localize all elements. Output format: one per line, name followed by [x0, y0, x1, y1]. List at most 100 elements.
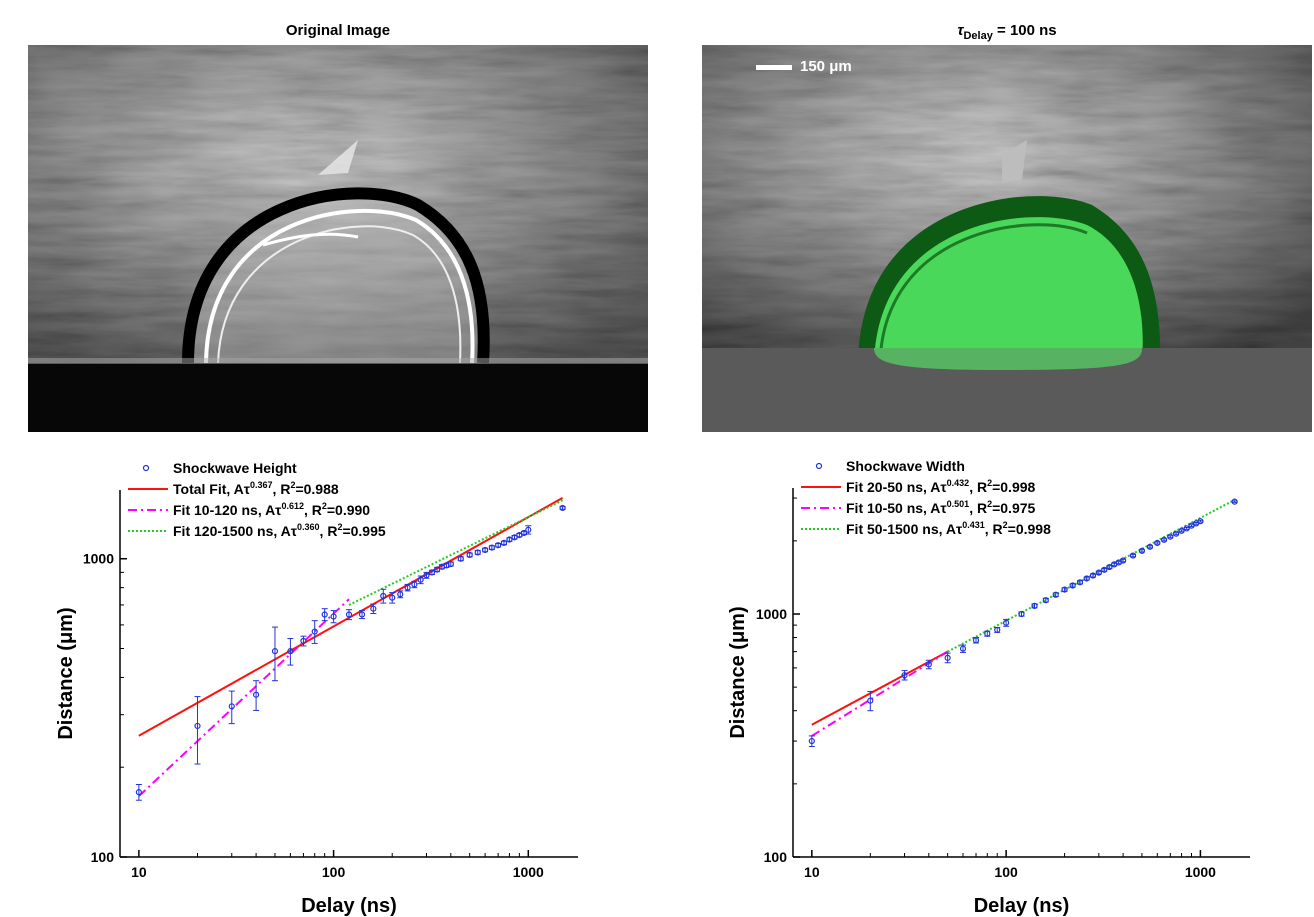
width-legend-r2-sup: 2 — [987, 478, 992, 488]
width-data-point — [1052, 591, 1059, 598]
scale-bar-line — [756, 64, 792, 70]
height-data-point — [358, 611, 366, 618]
width-data-point — [901, 672, 908, 679]
width-legend-text: Fit 50-1500 ns, Aτ — [846, 521, 963, 537]
height-x-axis-label: Delay (ns) — [301, 895, 397, 917]
height-data-point — [370, 605, 377, 612]
height-legend-r2-sup: 2 — [290, 480, 295, 490]
width-data-point — [808, 737, 815, 745]
height-data-point — [311, 628, 318, 635]
height-y-tick-label: 1000 — [83, 551, 114, 567]
height-legend-text: Total Fit, Aτ — [173, 481, 251, 497]
tau-subscript: Delay — [963, 30, 993, 42]
width-data-point — [1106, 563, 1113, 571]
height-data-point — [423, 572, 430, 579]
segmented-micrograph — [702, 45, 1312, 432]
width-data-point — [1178, 527, 1185, 534]
height-data-point — [495, 542, 502, 549]
width-data-point — [1183, 525, 1190, 532]
height-legend-label: Shockwave Height — [173, 460, 297, 476]
left-image-title: Original Image — [285, 22, 391, 39]
height-chart: 10 100 1000 100 1000 Delay (ns) Distance (μm) S… — [55, 460, 578, 917]
height-legend-text: Fit 10-120 ns, Aτ — [173, 502, 282, 518]
width-legend-r2: =0.998 — [992, 479, 1035, 495]
height-data-point — [380, 592, 387, 600]
height-data-point — [194, 722, 201, 730]
height-data-point — [135, 789, 142, 796]
height-data-point — [287, 648, 294, 655]
right-image-title: τDelay = 100 ns — [702, 22, 1312, 42]
width-legend-exponent: 0.501 — [947, 499, 970, 509]
width-data-point — [944, 654, 951, 661]
height-x-tick-label: 1000 — [513, 864, 544, 880]
height-legend-r2: =0.988 — [295, 481, 338, 497]
height-legend-text: , R — [273, 481, 291, 497]
width-fit-line-1 — [811, 650, 949, 726]
width-data-point — [1231, 498, 1238, 505]
height-legend-text: , R — [320, 523, 338, 539]
height-legend-exponent: 0.360 — [297, 522, 320, 532]
width-legend-text: , R — [969, 479, 987, 495]
height-data-point — [488, 544, 495, 551]
height-y-tick-label: 100 — [91, 849, 115, 865]
width-legend-text: Fit 10-50 ns, Aτ — [846, 500, 947, 516]
width-data-point — [1167, 533, 1174, 540]
height-legend-r2: =0.995 — [342, 523, 385, 539]
delay-value: = 100 ns — [992, 22, 1057, 39]
height-data-point — [506, 536, 513, 543]
height-data-point — [411, 581, 418, 588]
height-data-point — [345, 611, 353, 618]
height-legend-label: Fit 10-120 ns, Aτ0.612, R2=0.990 — [173, 501, 370, 518]
width-data-point — [1018, 610, 1025, 618]
height-y-axis-label: Distance (μm) — [55, 607, 77, 739]
width-legend-label: Fit 20-50 ns, Aτ0.432, R2=0.998 — [846, 478, 1036, 495]
width-legend-exponent: 0.432 — [947, 478, 970, 488]
width-data-point — [972, 637, 980, 644]
width-legend-label: Fit 10-50 ns, Aτ0.501, R2=0.975 — [846, 499, 1036, 516]
width-legend-marker — [815, 462, 823, 470]
height-fit-line-2 — [138, 598, 350, 797]
width-data-point — [1089, 572, 1097, 579]
height-data-point — [321, 611, 328, 618]
width-fit-line-2 — [811, 650, 949, 737]
width-data-point — [1076, 579, 1084, 586]
height-data-point — [525, 526, 532, 533]
height-legend-r2: =0.990 — [327, 502, 370, 518]
width-legend-r2: =0.998 — [1008, 521, 1051, 537]
width-data-point — [984, 630, 991, 637]
height-data-point — [397, 591, 404, 598]
original-micrograph-art — [28, 45, 648, 432]
width-data-point — [1138, 547, 1146, 554]
height-data-point — [404, 584, 411, 591]
width-legend-text: , R — [985, 521, 1003, 537]
width-data-point — [1173, 530, 1180, 537]
height-data-point — [520, 529, 528, 537]
height-data-point — [252, 691, 260, 698]
height-data-point — [228, 703, 235, 710]
height-data-point — [300, 637, 307, 645]
width-data-point — [1069, 582, 1076, 589]
height-data-point — [330, 613, 337, 620]
width-data-point — [959, 645, 967, 652]
width-legend-r2-sup: 2 — [1003, 520, 1008, 530]
tau-symbol: τ — [957, 22, 964, 39]
height-legend-text: , R — [304, 502, 322, 518]
height-data-point — [559, 504, 566, 512]
width-data-point — [1095, 569, 1102, 576]
width-legend-text: Fit 20-50 ns, Aτ — [846, 479, 947, 495]
width-legend-label: Fit 50-1500 ns, Aτ0.431, R2=0.998 — [846, 520, 1051, 537]
height-legend-marker — [142, 464, 150, 472]
width-data-point — [1146, 543, 1154, 550]
height-x-tick-label: 100 — [322, 864, 346, 880]
width-x-tick-label: 10 — [804, 864, 820, 880]
width-legend-exponent: 0.431 — [962, 520, 985, 530]
height-legend-r2-sup: 2 — [322, 501, 327, 511]
width-data-point — [867, 697, 874, 704]
width-data-point — [1154, 539, 1161, 547]
width-legend-r2: =0.975 — [992, 500, 1035, 516]
scale-bar: 150 μm — [756, 58, 852, 75]
height-data-point — [511, 534, 518, 541]
segmented-micrograph-art — [702, 45, 1312, 432]
width-legend-label: Shockwave Width — [846, 458, 965, 474]
